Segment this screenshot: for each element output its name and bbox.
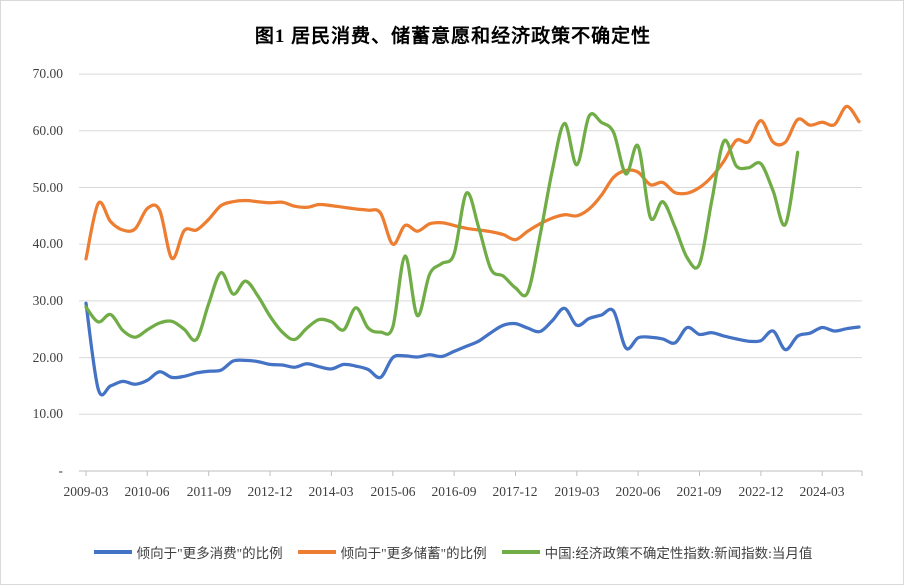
x-tick-label: 2024-03 bbox=[799, 484, 845, 499]
epu-line-swatch bbox=[501, 550, 540, 554]
x-tick-label: 2017-12 bbox=[492, 484, 538, 499]
x-tick-label: 2015-06 bbox=[370, 484, 416, 499]
chart-title: 图1 居民消费、储蓄意愿和经济政策不确定性 bbox=[254, 26, 652, 47]
x-tick-label: 2022-12 bbox=[738, 484, 784, 499]
x-tick-label: 2014-03 bbox=[308, 484, 354, 499]
x-tick-label: 2021-09 bbox=[676, 484, 722, 499]
y-tick-label: 70.00 bbox=[32, 66, 63, 81]
y-tick-label: 30.00 bbox=[32, 293, 63, 308]
legend-label: 中国:经济政策不确定性指数:新闻指数:当月值 bbox=[544, 546, 813, 561]
y-tick-label: 60.00 bbox=[32, 123, 63, 138]
legend: 倾向于"更多消费"的比例 倾向于"更多储蓄"的比例 中国:经济政策不确定性指数:… bbox=[1, 542, 903, 562]
y-tick-label: - bbox=[58, 463, 64, 478]
x-tick-label: 2009-03 bbox=[63, 484, 109, 499]
x-tick-label: 2019-03 bbox=[554, 484, 600, 499]
saving-line bbox=[84, 104, 861, 261]
consumption-line-swatch bbox=[93, 550, 132, 554]
legend-item-consumption: 倾向于"更多消费"的比例 bbox=[93, 542, 283, 562]
y-tick-label: 50.00 bbox=[32, 180, 63, 195]
legend-item-epu: 中国:经济政策不确定性指数:新闻指数:当月值 bbox=[501, 542, 813, 562]
x-tick-label: 2020-06 bbox=[615, 484, 661, 499]
x-tick-label: 2016-09 bbox=[431, 484, 477, 499]
y-tick-label: 40.00 bbox=[32, 236, 63, 251]
consumption-line bbox=[84, 301, 861, 397]
x-tick-label: 2011-09 bbox=[186, 484, 232, 499]
epu-line bbox=[84, 112, 800, 343]
legend-label: 倾向于"更多储蓄"的比例 bbox=[340, 546, 487, 561]
y-tick-label: 20.00 bbox=[32, 350, 63, 365]
x-tick-label: 2012-12 bbox=[247, 484, 293, 499]
legend-item-saving: 倾向于"更多储蓄"的比例 bbox=[297, 542, 487, 562]
saving-line-swatch bbox=[297, 550, 336, 554]
legend-label: 倾向于"更多消费"的比例 bbox=[136, 546, 283, 561]
x-tick-label: 2010-06 bbox=[124, 484, 170, 499]
y-tick-label: 10.00 bbox=[32, 406, 63, 421]
